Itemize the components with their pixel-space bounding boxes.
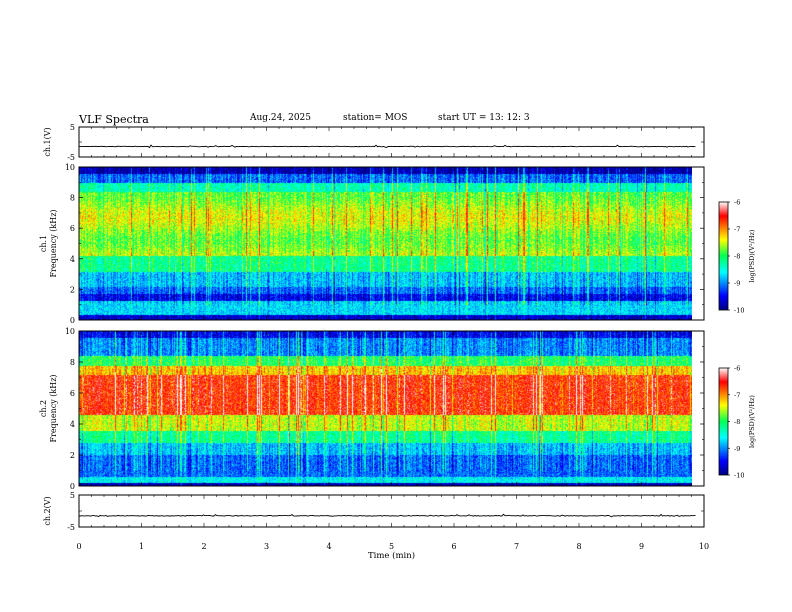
x-tick-label: 3 — [264, 542, 269, 551]
colorbar-tick-label: -7 — [734, 391, 740, 399]
y-axis-label: Frequency (kHz) — [49, 374, 58, 442]
x-axis-label: Time (min) — [368, 550, 415, 561]
panel-frame — [78, 126, 705, 158]
y-tick-label: -5 — [67, 153, 75, 162]
waveform-trace-ch2 — [78, 513, 696, 518]
colorbar-label: log(PSD)(V²/Hz) — [748, 395, 756, 448]
x-tick-label: 2 — [201, 542, 206, 551]
y-tick-label: 0 — [70, 316, 75, 325]
colorbar-tick-label: -9 — [734, 445, 740, 453]
y-axis-label: ch.1 — [39, 235, 48, 252]
y-tick-label: 10 — [65, 163, 75, 172]
x-tick-label: 5 — [389, 542, 394, 551]
y-tick-label: 5 — [70, 491, 75, 500]
y-tick-label: 10 — [65, 327, 75, 336]
y-tick-label: 6 — [70, 389, 75, 398]
panel-frame — [78, 494, 705, 528]
waveform-trace-ch1 — [78, 144, 696, 149]
colorbar-tick-label: -6 — [734, 199, 740, 207]
colorbar-tick-label: -6 — [734, 365, 740, 373]
y-tick-label: 2 — [70, 451, 75, 460]
x-tick-label: 6 — [451, 542, 456, 551]
y-tick-label: 0 — [70, 482, 75, 491]
colorbar-tick-label: -8 — [734, 253, 740, 261]
colorbar-tick-label: -8 — [734, 418, 740, 426]
y-tick-label: 4 — [70, 420, 75, 429]
colorbar-tick-label: -7 — [734, 226, 740, 234]
y-axis-label: ch.2 — [39, 400, 48, 417]
y-tick-label: -5 — [67, 523, 75, 532]
colorbar-label: log(PSD)(V²/Hz) — [748, 229, 756, 282]
spectrogram-ch2 — [79, 331, 692, 486]
x-tick-label: 10 — [699, 542, 709, 551]
y-tick-label: 4 — [70, 255, 75, 264]
y-tick-label: 5 — [70, 123, 75, 132]
chart-title: VLF Spectra — [79, 113, 149, 126]
colorbar-tick-label: -10 — [734, 472, 744, 480]
y-axis-label: ch.1(V) — [43, 127, 52, 156]
y-tick-label: 6 — [70, 224, 75, 233]
colorbar-tick-label: -9 — [734, 280, 740, 288]
x-tick-label: 0 — [76, 542, 81, 551]
colorbar-ch1 — [718, 201, 729, 311]
x-tick-label: 9 — [639, 542, 644, 551]
y-axis-label: ch.2(V) — [43, 496, 52, 525]
y-tick-label: 2 — [70, 285, 75, 294]
y-tick-label: 8 — [70, 358, 75, 367]
date-label: Aug.24, 2025 — [250, 113, 311, 123]
x-tick-label: 1 — [139, 542, 144, 551]
station-label: station= MOS — [343, 113, 408, 123]
spectrogram-ch1 — [79, 167, 692, 320]
colorbar-tick-label: -10 — [734, 307, 744, 315]
x-tick-label: 8 — [576, 542, 581, 551]
y-tick-label: 8 — [70, 194, 75, 203]
x-tick-label: 4 — [326, 542, 331, 551]
start-time-label: start UT = 13: 12: 3 — [438, 113, 530, 123]
x-tick-label: 7 — [514, 542, 519, 551]
y-axis-label: Frequency (kHz) — [49, 209, 58, 277]
colorbar-ch2 — [718, 367, 729, 476]
